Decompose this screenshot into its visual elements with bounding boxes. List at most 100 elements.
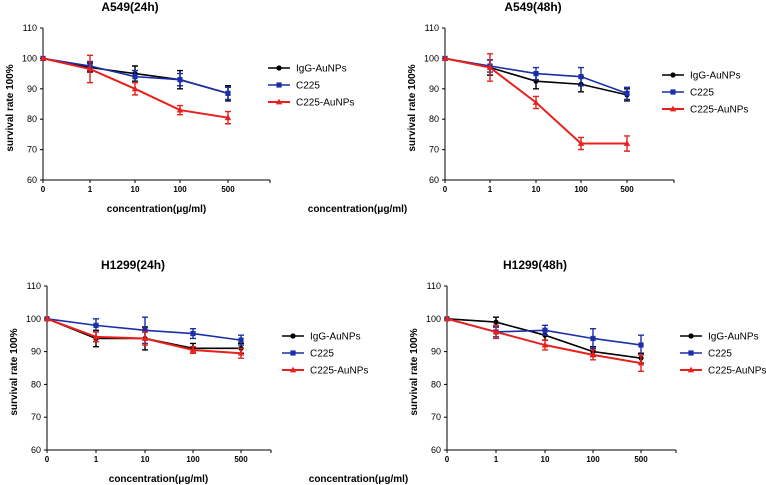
legend-label: C225-AuNPs: [690, 105, 748, 116]
legend-marker: [290, 333, 296, 339]
x-tick-label: 1: [494, 455, 499, 464]
data-point: [224, 114, 232, 121]
data-point: [237, 349, 245, 356]
y-tick-label: 70: [429, 145, 439, 155]
y-tick-label: 60: [431, 445, 441, 455]
data-point: [177, 77, 183, 83]
legend-marker: [688, 350, 694, 356]
x-tick-label: 10: [131, 185, 140, 194]
series-c225: [442, 55, 630, 101]
legend-label: C225-AuNPs: [708, 366, 766, 377]
series-c225-aunps: [441, 53, 631, 152]
data-point: [492, 328, 500, 335]
legend-label: C225-AuNPs: [296, 98, 354, 109]
data-point: [541, 341, 549, 348]
y-tick-label: 60: [429, 175, 439, 185]
legend: IgG-AuNPs C225 C225-AuNPs: [268, 64, 354, 109]
y-tick-label: 80: [429, 114, 439, 124]
series-c225-aunps: [43, 315, 245, 359]
data-point: [39, 55, 47, 61]
y-axis-label: survival rate 100%: [9, 328, 20, 415]
y-tick-label: 90: [31, 347, 41, 357]
x-tick-label: 500: [620, 185, 634, 194]
y-tick-label: 90: [431, 347, 441, 357]
legend: IgG-AuNPs C225 C225-AuNPs: [282, 332, 368, 377]
data-point: [190, 330, 196, 337]
legend-marker: [290, 350, 296, 356]
series-c225-aunps: [39, 54, 232, 125]
x-tick-label: 1: [94, 455, 99, 464]
legend-label: IgG-AuNPs: [690, 71, 741, 82]
data-point: [443, 315, 451, 322]
data-point: [86, 65, 94, 72]
chart-title: A549(24h): [101, 0, 158, 14]
data-point: [141, 335, 149, 341]
data-point: [176, 106, 184, 113]
y-axis-label: survival rate 100%: [409, 328, 420, 415]
legend-label: C225: [310, 349, 334, 360]
data-point: [142, 327, 148, 333]
y-tick-label: 100: [22, 53, 37, 63]
data-point: [441, 55, 449, 61]
legend-label: C225-AuNPs: [310, 366, 368, 377]
x-tick-label: 500: [221, 185, 235, 194]
x-tick-label: 500: [634, 455, 648, 464]
data-point: [486, 64, 494, 70]
legend: IgG-AuNPs C225 C225-AuNPs: [662, 71, 748, 116]
data-point: [624, 90, 630, 96]
y-tick-label: 70: [31, 412, 41, 422]
y-axis-label: survival rate 100%: [407, 64, 418, 151]
y-tick-label: 110: [23, 23, 37, 33]
legend-marker: [688, 333, 694, 339]
y-tick-label: 100: [424, 53, 439, 63]
x-tick-label: 100: [586, 455, 600, 464]
x-tick-label: 0: [41, 185, 46, 194]
data-point: [623, 140, 631, 146]
legend-label: IgG-AuNPs: [296, 64, 347, 75]
y-axis-label: survival rate 100%: [5, 64, 16, 151]
y-tick-label: 80: [27, 114, 37, 124]
series-c225: [40, 55, 231, 101]
x-tick-label: 500: [234, 455, 248, 464]
data-point: [43, 315, 51, 322]
legend: IgG-AuNPs C225 C225-AuNPs: [680, 332, 766, 377]
x-tick-label: 0: [45, 455, 50, 464]
x-tick-label: 0: [445, 455, 450, 464]
y-tick-label: 60: [31, 445, 41, 455]
data-point: [577, 140, 585, 146]
data-point: [638, 342, 644, 348]
data-point: [532, 99, 540, 105]
data-point: [590, 335, 596, 342]
data-point: [92, 333, 100, 340]
y-tick-label: 80: [31, 379, 41, 389]
legend-marker: [276, 82, 282, 88]
legend-marker: [669, 105, 677, 112]
data-point: [93, 322, 99, 328]
x-tick-label: 10: [141, 455, 150, 464]
y-tick-label: 100: [426, 314, 441, 324]
x-tick-label: 1: [488, 185, 493, 194]
y-tick-label: 110: [27, 281, 41, 291]
legend-label: C225: [690, 88, 714, 99]
x-tick-label: 100: [186, 455, 200, 464]
data-point: [132, 74, 138, 80]
legend-marker: [670, 72, 676, 78]
y-tick-label: 70: [431, 412, 441, 422]
x-tick-label: 10: [541, 455, 550, 464]
legend-marker: [687, 366, 695, 373]
x-tick-label: 0: [443, 185, 448, 194]
legend-label: IgG-AuNPs: [310, 332, 361, 343]
x-axis-label: concentration(μg/ml): [107, 204, 206, 215]
x-tick-label: 10: [532, 185, 541, 194]
chart-title: H1299(24h): [101, 258, 165, 272]
data-point: [189, 346, 197, 353]
x-tick-label: 1: [88, 185, 93, 194]
series-c225: [444, 316, 644, 356]
series-c225-aunps: [443, 315, 645, 372]
x-tick-label: 100: [574, 185, 588, 194]
data-point: [637, 359, 645, 366]
